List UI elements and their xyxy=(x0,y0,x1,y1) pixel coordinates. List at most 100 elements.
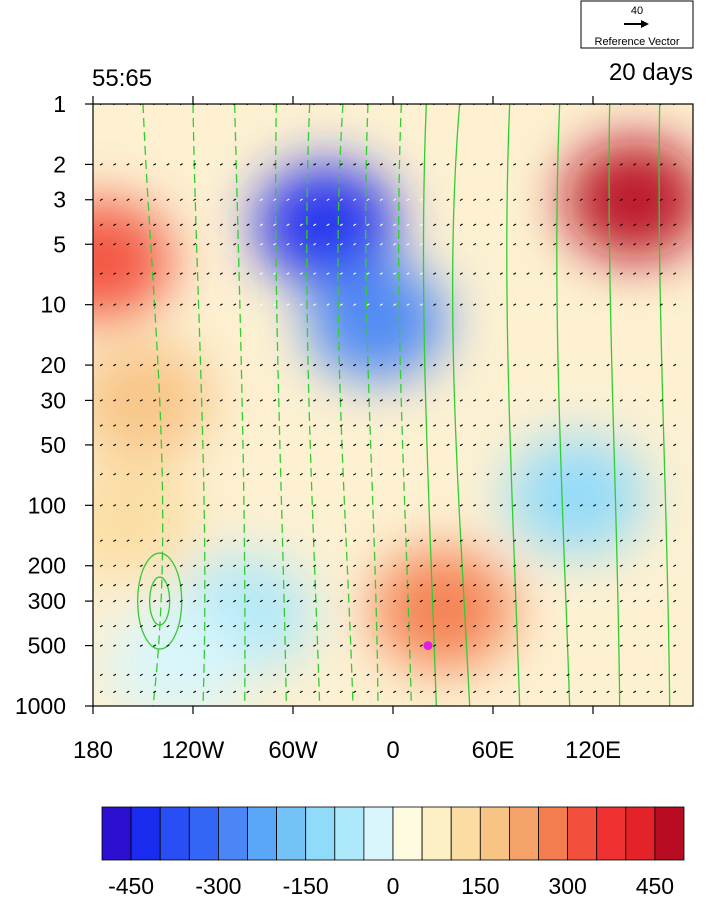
wind-vector xyxy=(499,303,503,306)
wind-vector xyxy=(566,424,570,427)
wind-vector xyxy=(499,242,503,246)
wind-vector xyxy=(579,504,583,507)
wind-vector xyxy=(633,644,637,647)
wind-vector xyxy=(273,303,277,306)
wind-vector xyxy=(153,242,157,246)
wind-vector xyxy=(339,583,343,587)
wind-vector xyxy=(526,564,530,568)
wind-vector xyxy=(126,363,130,367)
wind-vector xyxy=(246,163,250,166)
wind-vector xyxy=(393,539,397,542)
wind-vector xyxy=(673,673,677,677)
wind-vector xyxy=(646,690,650,694)
wind-vector xyxy=(193,539,197,542)
wind-vector xyxy=(673,163,677,166)
wind-vector xyxy=(246,673,250,677)
wind-vector xyxy=(406,443,410,447)
wind-vector xyxy=(353,223,357,227)
wind-vector xyxy=(113,272,117,275)
wind-vector xyxy=(153,583,157,587)
wind-vector xyxy=(233,564,237,568)
wind-vector xyxy=(179,303,183,306)
wind-vector xyxy=(526,443,530,447)
wind-vector xyxy=(273,472,277,476)
wind-vector xyxy=(313,539,317,542)
wind-vector xyxy=(326,399,330,402)
wind-vector xyxy=(246,198,250,202)
wind-vector xyxy=(459,644,463,647)
wind-vector xyxy=(313,583,317,587)
wind-vector xyxy=(446,198,450,202)
wind-vector xyxy=(326,363,330,367)
wind-vector xyxy=(259,242,263,246)
wind-vector xyxy=(286,363,290,367)
shaded-region xyxy=(564,139,693,260)
wind-vector xyxy=(99,624,103,628)
wind-vector xyxy=(459,399,463,402)
wind-vector xyxy=(219,690,223,694)
wind-vector xyxy=(179,644,183,647)
wind-vector xyxy=(406,690,410,694)
wind-vector xyxy=(433,272,437,275)
wind-vector xyxy=(459,564,463,568)
wind-vector xyxy=(219,272,223,275)
wind-vector xyxy=(539,624,543,628)
wind-vector xyxy=(513,504,517,507)
wind-vector xyxy=(313,198,317,202)
wind-vector xyxy=(273,504,277,507)
contour-line xyxy=(451,104,471,706)
wind-vector xyxy=(646,644,650,647)
wind-vector xyxy=(619,272,623,275)
wind-vector xyxy=(233,504,237,507)
wind-vector xyxy=(339,624,343,628)
wind-vector xyxy=(579,163,583,166)
wind-vector xyxy=(446,424,450,427)
wind-vector xyxy=(153,272,157,275)
wind-vector xyxy=(353,272,357,275)
wind-vector xyxy=(646,424,650,427)
wind-vector xyxy=(433,690,437,694)
wind-vector xyxy=(113,583,117,587)
wind-vector xyxy=(166,644,170,647)
wind-vector xyxy=(486,163,490,166)
wind-vector xyxy=(659,424,663,427)
wind-vector xyxy=(433,223,437,227)
colorbar-swatch xyxy=(625,806,656,861)
wind-vector xyxy=(579,198,583,202)
wind-vector xyxy=(499,399,503,402)
wind-vector xyxy=(566,504,570,507)
wind-vector xyxy=(233,539,237,542)
wind-vector xyxy=(619,223,623,227)
wind-vector xyxy=(566,564,570,568)
wind-vector xyxy=(633,539,637,542)
wind-vector xyxy=(553,223,557,227)
wind-vector xyxy=(259,690,263,694)
wind-vector xyxy=(619,443,623,447)
colorbar-label: 0 xyxy=(387,873,400,898)
wind-vector xyxy=(539,599,543,603)
wind-vector xyxy=(539,539,543,542)
wind-vector xyxy=(579,673,583,677)
wind-vector xyxy=(113,504,117,507)
wind-vector xyxy=(126,624,130,628)
wind-vector xyxy=(273,223,277,227)
wind-vector xyxy=(299,539,303,542)
wind-vector xyxy=(126,599,130,603)
wind-vector xyxy=(313,303,317,306)
colorbar-swatch xyxy=(305,806,336,861)
wind-vector xyxy=(526,504,530,507)
wind-vector xyxy=(646,564,650,568)
wind-vector xyxy=(619,163,623,166)
wind-vector xyxy=(126,198,130,202)
wind-vector xyxy=(646,223,650,227)
wind-vector xyxy=(646,242,650,246)
wind-vector xyxy=(166,599,170,603)
wind-vector xyxy=(179,363,183,367)
wind-vector xyxy=(193,303,197,306)
wind-vector xyxy=(633,504,637,507)
wind-vector xyxy=(126,272,130,275)
wind-vector xyxy=(113,163,117,166)
wind-vector xyxy=(366,690,370,694)
wind-vector xyxy=(539,363,543,367)
wind-vector xyxy=(273,690,277,694)
